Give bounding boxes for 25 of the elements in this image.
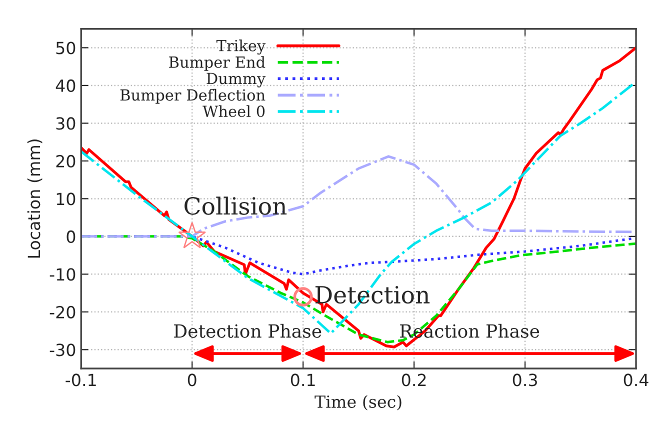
y-tick-label: -30 — [50, 344, 76, 356]
y-tick-label: 10 — [56, 192, 76, 206]
annotation: Collision — [184, 196, 287, 215]
y-tick-label: 0 — [66, 230, 76, 243]
legend-label: Trikey — [216, 40, 266, 55]
y-tick-label: 50 — [56, 42, 76, 54]
y-tick-label: -20 — [50, 306, 76, 318]
x-axis-title: Time (sec) — [314, 395, 402, 410]
annotation: Detection Phase — [174, 324, 322, 338]
y-tick-label: -10 — [50, 268, 76, 281]
y-tick-label: 40 — [56, 79, 76, 92]
x-tick-label: 0.1 — [290, 374, 315, 386]
legend-label: Bumper End — [169, 56, 266, 71]
x-tick-label: -0.1 — [66, 374, 96, 386]
x-tick-label: 0 — [188, 374, 196, 386]
x-tick-label: 0.3 — [512, 374, 537, 386]
annotation: Detection — [315, 286, 430, 304]
y-tick-label: 30 — [56, 117, 76, 130]
x-tick-label: 0.4 — [624, 374, 648, 386]
legend-label: Bumper Deflection — [120, 88, 266, 104]
x-tick-label: 0.2 — [402, 374, 426, 386]
legend-label: Dummy — [206, 72, 266, 88]
y-axis-title: Location (mm) — [27, 139, 42, 258]
y-tick-label: 20 — [56, 154, 76, 168]
legend-label: Wheel 0 — [202, 105, 265, 118]
